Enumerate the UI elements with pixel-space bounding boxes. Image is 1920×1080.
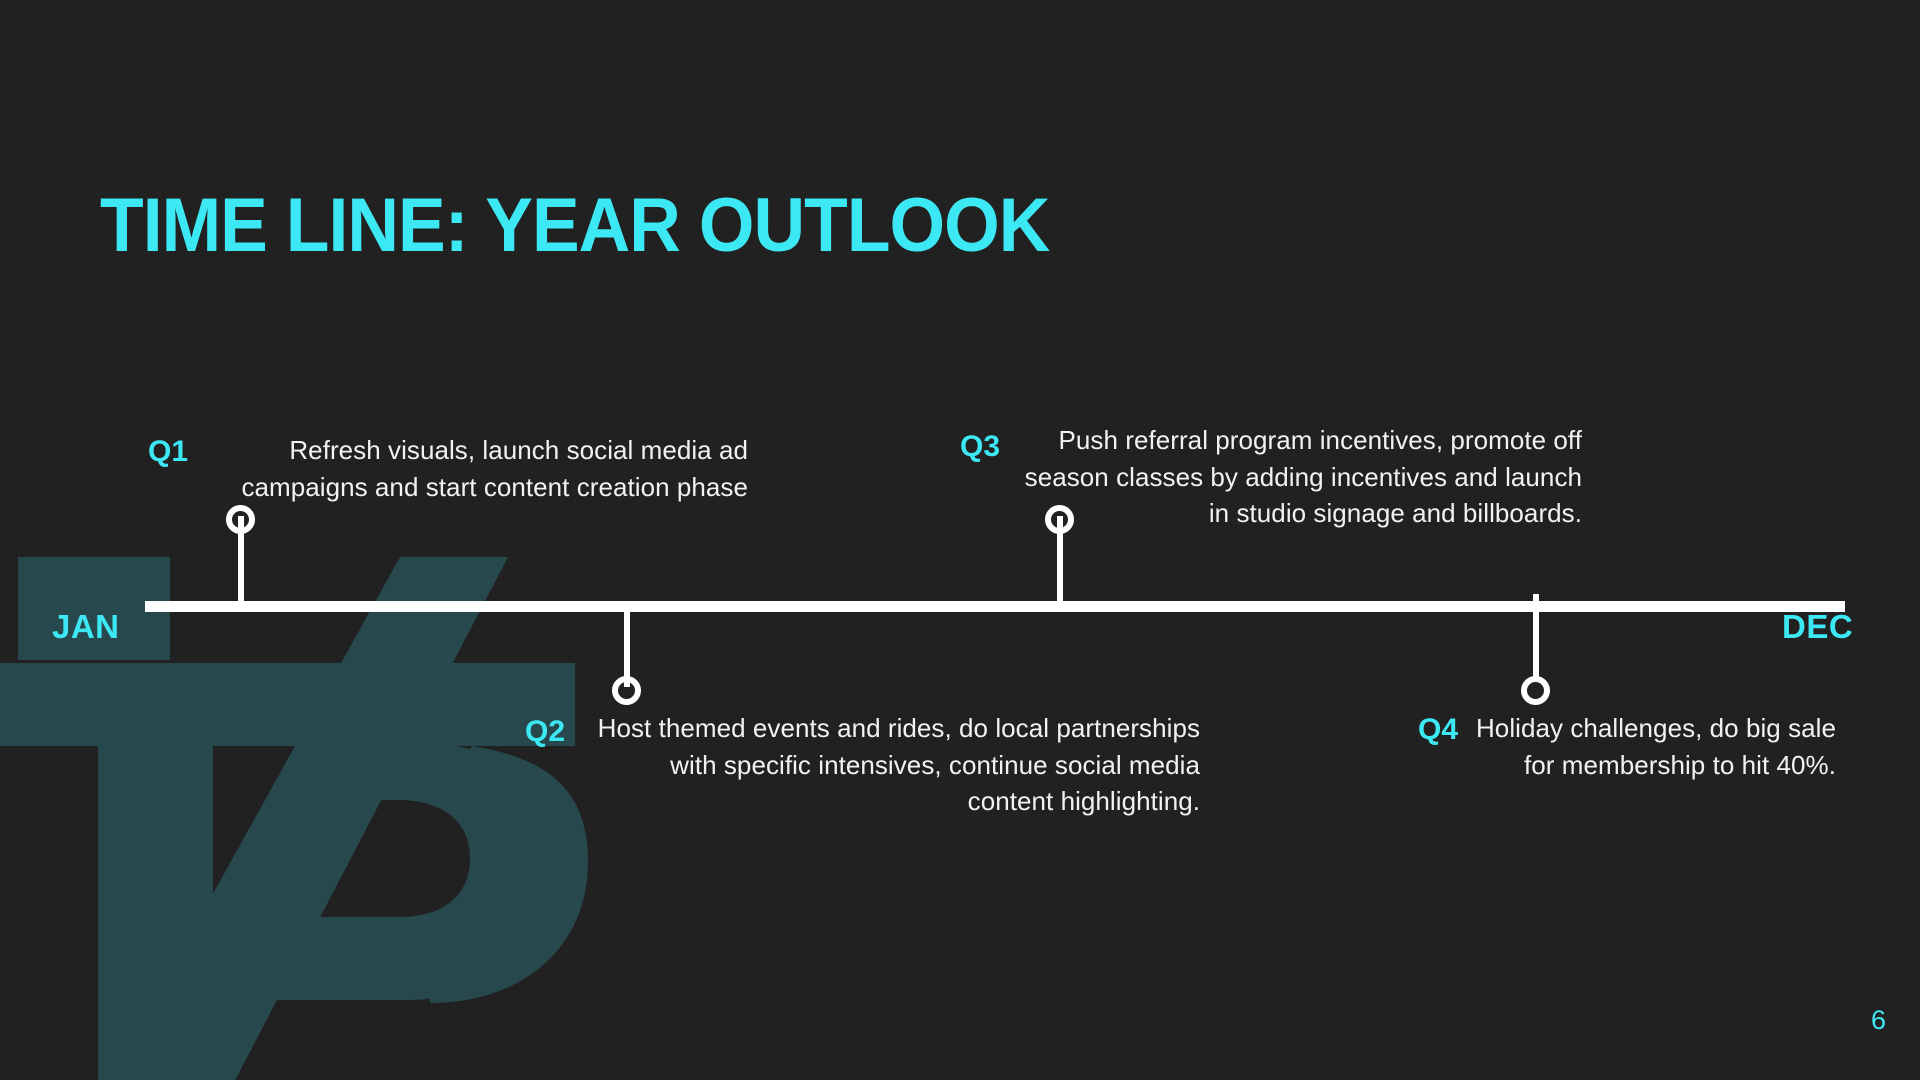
- milestone-block-q1: Q1 Refresh visuals, launch social media …: [148, 432, 748, 505]
- marker-stem: [623, 601, 630, 687]
- page-title: TIME LINE: YEAR OUTLOOK: [100, 183, 1050, 268]
- timeline-marker-q1[interactable]: [226, 505, 255, 612]
- marker-dot-icon: [612, 676, 641, 705]
- milestone-label-q4: Q4: [1418, 713, 1459, 746]
- page-number: 6: [1870, 1005, 1886, 1035]
- marker-stem: [237, 516, 244, 612]
- marker-stem: [1056, 516, 1063, 612]
- timeline-marker-q3[interactable]: [1045, 505, 1074, 612]
- milestone-text-q2: Host themed events and rides, do local p…: [597, 713, 1200, 816]
- timeline-marker-q2[interactable]: [612, 601, 641, 705]
- milestone-text-q4: Holiday challenges, do big sale for memb…: [1475, 713, 1836, 780]
- milestone-block-q4: Q4 Holiday challenges, do big sale for m…: [1418, 710, 1836, 783]
- marker-stem: [1532, 594, 1539, 680]
- milestone-label-q3: Q3: [960, 430, 1001, 463]
- timeline-marker-q4[interactable]: [1521, 594, 1550, 705]
- timeline-axis: [145, 601, 1845, 612]
- milestone-block-q3: Q3 Push referral program incentives, pro…: [960, 422, 1582, 532]
- marker-dot-icon: [1521, 676, 1550, 705]
- milestone-text-q1: Refresh visuals, launch social media ad …: [241, 435, 748, 502]
- timeline-end-label: DEC: [1782, 608, 1854, 645]
- timeline-start-label: JAN: [52, 608, 120, 645]
- milestone-text-q3: Push referral program incentives, promot…: [1024, 425, 1582, 528]
- milestone-label-q1: Q1: [148, 435, 189, 468]
- milestone-block-q2: Q2 Host themed events and rides, do loca…: [525, 710, 1200, 820]
- milestone-label-q2: Q2: [525, 715, 566, 748]
